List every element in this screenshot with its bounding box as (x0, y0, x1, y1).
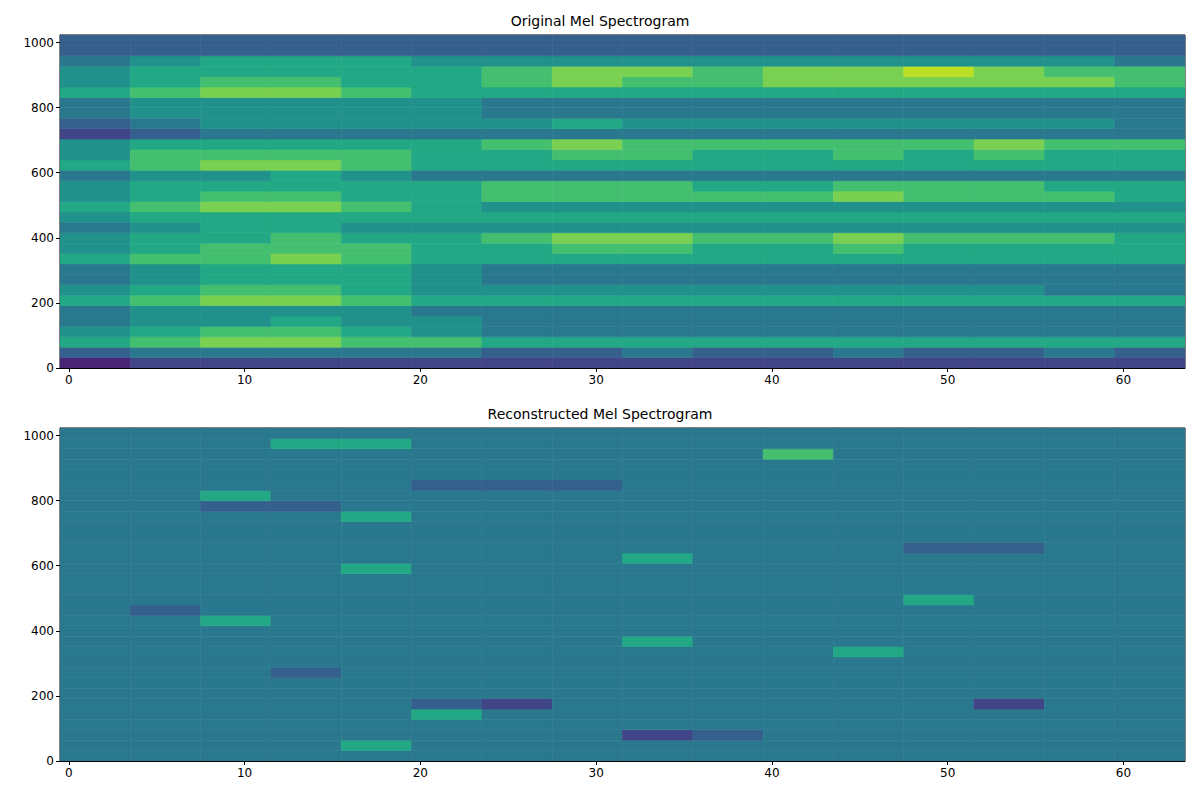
svg-text:Original Mel Spectrogram: Original Mel Spectrogram (511, 13, 690, 29)
svg-text:10: 10 (237, 766, 252, 780)
svg-text:400: 400 (31, 231, 54, 245)
svg-text:30: 30 (588, 373, 603, 387)
svg-text:30: 30 (588, 766, 603, 780)
svg-text:0: 0 (65, 766, 73, 780)
svg-text:50: 50 (940, 373, 955, 387)
svg-text:40: 40 (764, 373, 779, 387)
svg-text:600: 600 (31, 559, 54, 573)
svg-text:20: 20 (413, 766, 428, 780)
svg-text:0: 0 (46, 754, 54, 768)
svg-text:Reconstructed Mel Spectrogram: Reconstructed Mel Spectrogram (488, 406, 713, 422)
svg-text:0: 0 (65, 373, 73, 387)
svg-text:50: 50 (940, 766, 955, 780)
svg-text:600: 600 (31, 166, 54, 180)
svg-text:60: 60 (1116, 373, 1131, 387)
svg-text:0: 0 (46, 361, 54, 375)
svg-text:60: 60 (1116, 766, 1131, 780)
svg-text:800: 800 (31, 494, 54, 508)
svg-text:200: 200 (31, 296, 54, 310)
svg-text:400: 400 (31, 624, 54, 638)
svg-text:20: 20 (413, 373, 428, 387)
svg-text:200: 200 (31, 689, 54, 703)
svg-text:10: 10 (237, 373, 252, 387)
svg-text:1000: 1000 (23, 429, 54, 443)
svg-text:40: 40 (764, 766, 779, 780)
svg-text:800: 800 (31, 101, 54, 115)
svg-text:1000: 1000 (23, 36, 54, 50)
